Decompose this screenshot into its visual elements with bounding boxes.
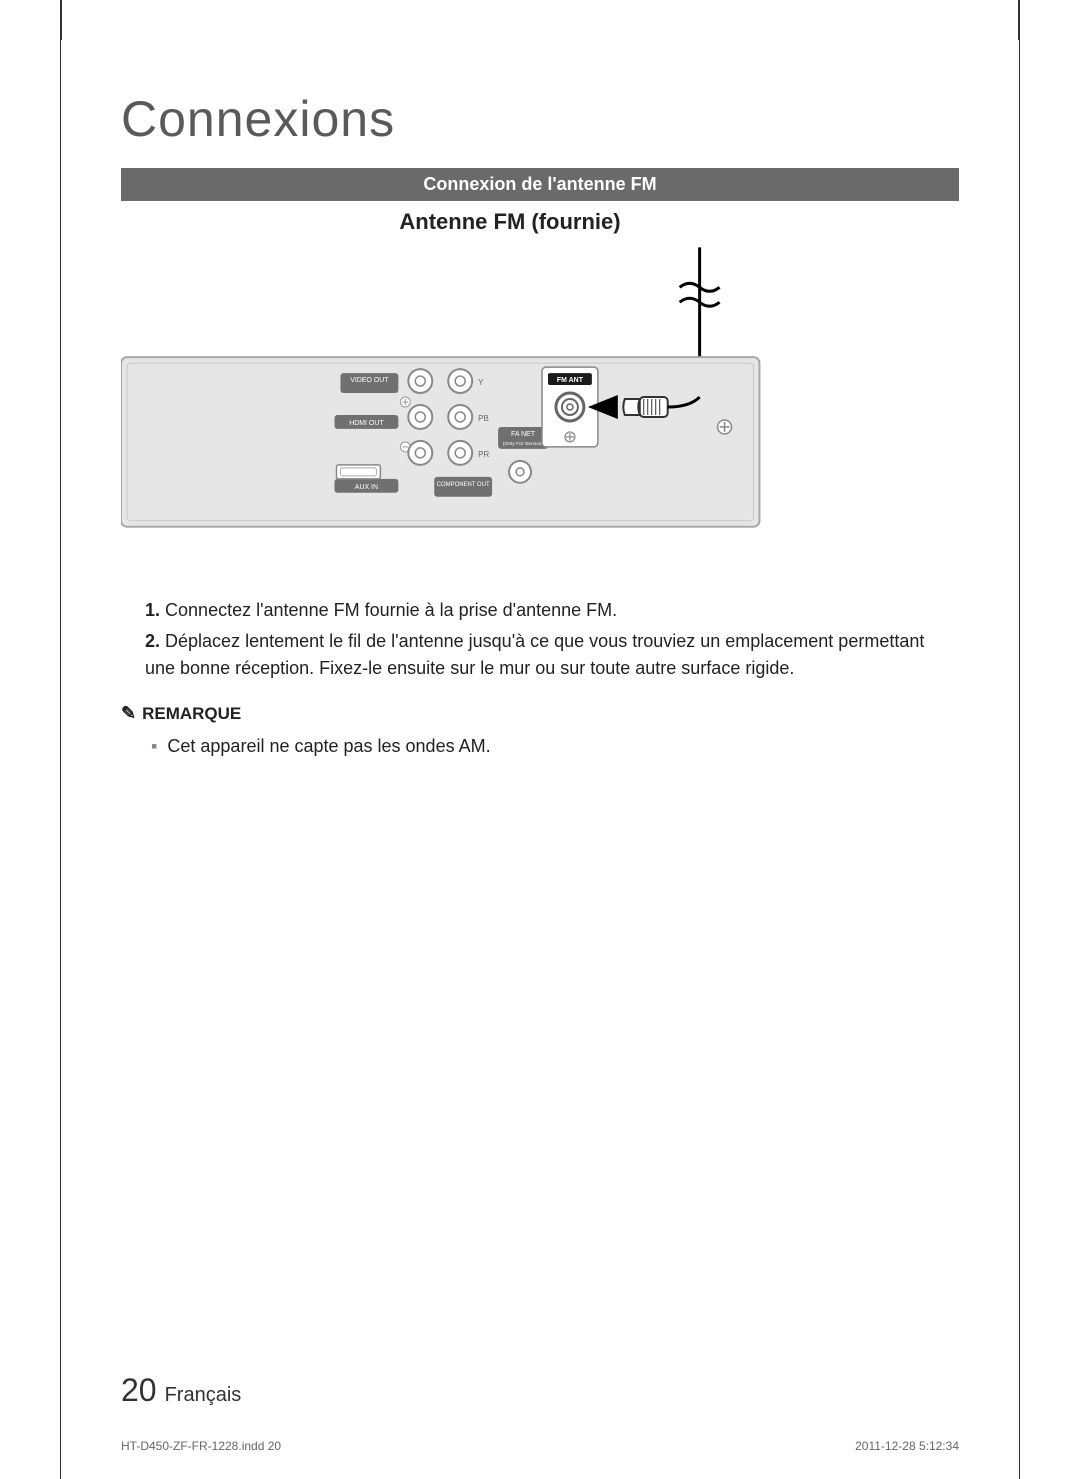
label-aux-in-text: AUX IN xyxy=(355,484,378,491)
section-heading-bar: Connexion de l'antenne FM xyxy=(121,168,959,201)
remark-heading-text: REMARQUE xyxy=(142,701,241,727)
print-meta-left: HT-D450-ZF-FR-1228.indd 20 xyxy=(121,1439,281,1453)
page-frame: Connexions Connexion de l'antenne FM Ant… xyxy=(60,0,1020,1479)
remark-heading: ✎ REMARQUE xyxy=(121,700,959,727)
rca-r xyxy=(408,441,432,465)
print-meta-right: 2011-12-28 5:12:34 xyxy=(855,1439,959,1453)
diagram-svg: VIDEO OUT HDMI OUT AUX IN xyxy=(121,247,959,557)
instruction-list: 1. Connectez l'antenne FM fournie à la p… xyxy=(121,597,959,682)
connection-diagram: VIDEO OUT HDMI OUT AUX IN xyxy=(121,247,959,557)
instruction-item: 2. Déplacez lentement le fil de l'antenn… xyxy=(145,628,959,682)
svg-text:PB: PB xyxy=(478,414,489,423)
page-language: Français xyxy=(165,1384,242,1407)
label-fm-ant-text: FM ANT xyxy=(557,377,584,384)
rca-l xyxy=(408,405,432,429)
instruction-item: 1. Connectez l'antenne FM fournie à la p… xyxy=(145,597,959,624)
label-fa-net-text: FA NET xyxy=(511,431,536,438)
label-video-out-text: VIDEO OUT xyxy=(350,377,389,384)
label-hdmi-out-text: HDMI OUT xyxy=(349,420,384,427)
crop-tick-left xyxy=(61,0,62,40)
page-footer: 20 Français xyxy=(121,1372,959,1409)
page-title: Connexions xyxy=(121,90,959,148)
sub-title: Antenne FM (fournie) xyxy=(121,209,959,235)
crop-tick-right xyxy=(1018,0,1019,40)
remark-list: Cet appareil ne capte pas les ondes AM. xyxy=(121,733,959,760)
hdmi-port xyxy=(336,465,380,479)
label-component-out-text: COMPONENT OUT xyxy=(437,482,490,488)
rca-video xyxy=(408,369,432,393)
print-meta: HT-D450-ZF-FR-1228.indd 20 2011-12-28 5:… xyxy=(121,1439,959,1453)
page-number: 20 xyxy=(121,1372,157,1409)
note-icon: ✎ xyxy=(121,700,136,727)
svg-text:Y: Y xyxy=(478,378,484,387)
instructions-block: 1. Connectez l'antenne FM fournie à la p… xyxy=(121,597,959,760)
svg-text:PR: PR xyxy=(478,450,489,459)
remark-item: Cet appareil ne capte pas les ondes AM. xyxy=(151,733,959,760)
label-fa-net-sub: (Only For Service) xyxy=(503,441,544,447)
content-column: Connexions Connexion de l'antenne FM Ant… xyxy=(61,0,1019,760)
device-body xyxy=(121,357,759,527)
